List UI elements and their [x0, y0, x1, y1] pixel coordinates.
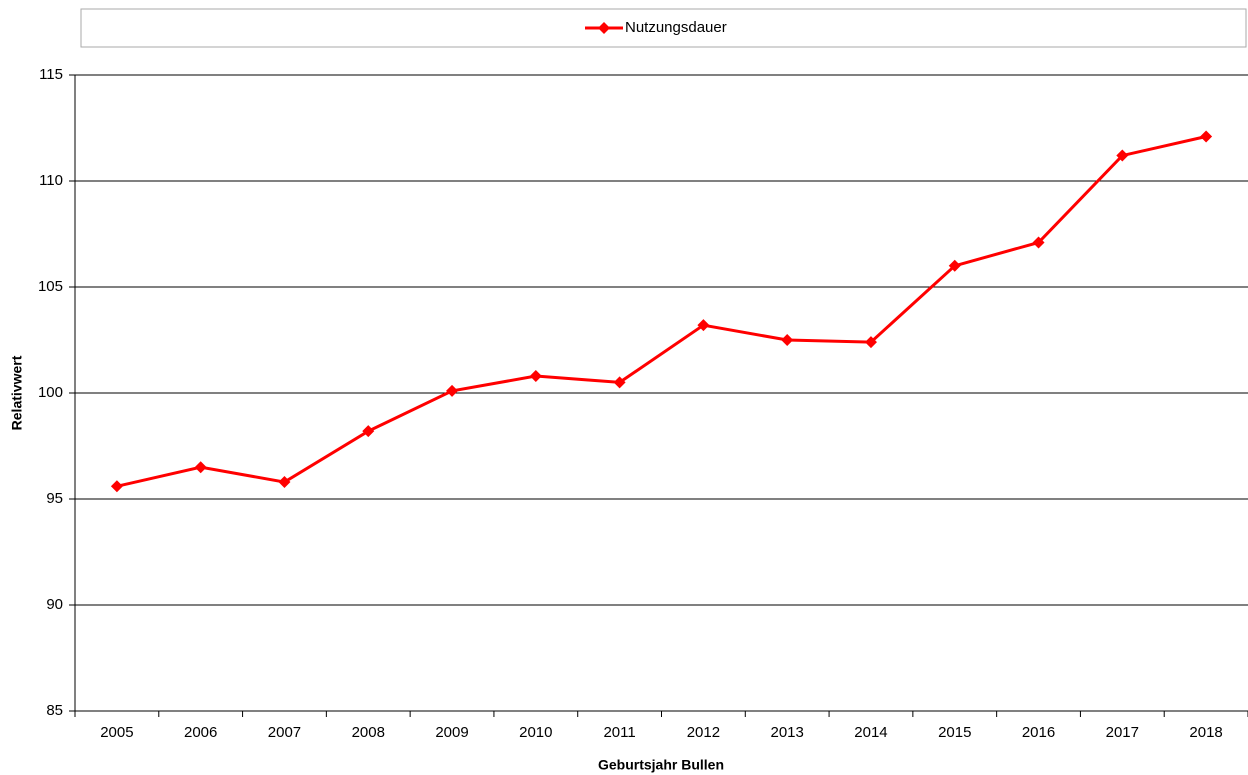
y-tick-label: 105 — [38, 278, 63, 295]
legend-box — [80, 8, 1247, 48]
x-tick-label: 2016 — [1022, 724, 1055, 741]
data-point — [362, 425, 375, 438]
data-point — [278, 476, 291, 489]
y-tick-label: 85 — [46, 702, 63, 719]
y-tick-label: 95 — [46, 490, 63, 507]
x-tick-label: 2007 — [268, 724, 301, 741]
x-tick-label: 2008 — [352, 724, 385, 741]
data-point — [781, 334, 794, 346]
x-tick-label: 2014 — [854, 724, 887, 741]
y-tick-label: 115 — [39, 66, 63, 83]
data-point — [697, 319, 710, 332]
x-tick-label: 2012 — [687, 724, 720, 741]
x-tick-label: 2013 — [770, 724, 803, 741]
data-point — [948, 259, 961, 272]
legend-label: Nutzungsdauer — [625, 19, 727, 36]
x-tick-label: 2005 — [100, 724, 133, 741]
data-point — [446, 384, 459, 397]
data-point — [864, 336, 877, 349]
legend-marker — [598, 22, 610, 34]
data-point — [1200, 130, 1213, 143]
y-axis-label: Relativwert — [9, 355, 25, 430]
y-tick-label: 90 — [46, 596, 63, 613]
x-tick-label: 2006 — [184, 724, 217, 741]
y-tick-label: 110 — [39, 172, 63, 189]
data-point — [1116, 149, 1129, 162]
data-point — [1032, 236, 1045, 249]
x-tick-label: 2010 — [519, 724, 552, 741]
series-line — [116, 135, 1207, 488]
data-point — [194, 461, 207, 474]
x-tick-label: 2015 — [938, 724, 971, 741]
data-point — [613, 376, 626, 389]
y-tick-label: 100 — [38, 384, 63, 401]
x-tick-label: 2011 — [603, 724, 635, 741]
x-tick-label: 2018 — [1189, 724, 1222, 741]
x-tick-label: 2017 — [1106, 724, 1139, 741]
x-tick-label: 2009 — [435, 724, 468, 741]
data-point — [529, 370, 542, 383]
data-point — [110, 480, 123, 493]
x-axis-label: Geburtsjahr Bullen — [598, 757, 724, 773]
